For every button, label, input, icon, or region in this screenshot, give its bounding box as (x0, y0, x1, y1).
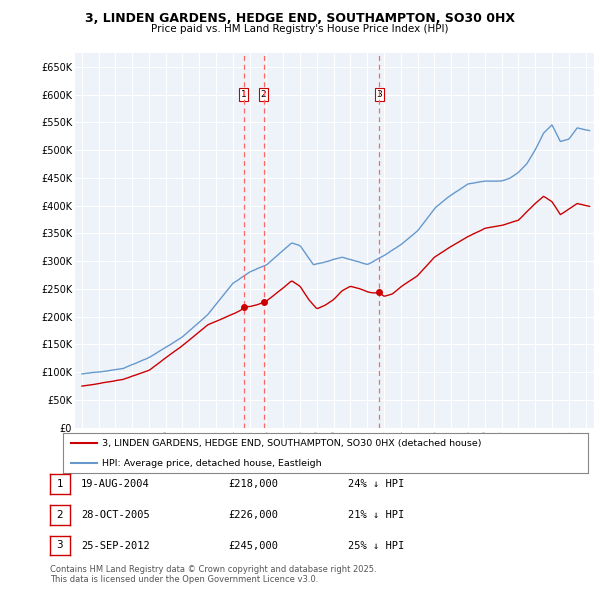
Text: 3, LINDEN GARDENS, HEDGE END, SOUTHAMPTON, SO30 0HX (detached house): 3, LINDEN GARDENS, HEDGE END, SOUTHAMPTO… (103, 438, 482, 448)
Text: 3: 3 (56, 540, 63, 550)
Text: 25-SEP-2012: 25-SEP-2012 (81, 541, 150, 550)
Text: Price paid vs. HM Land Registry's House Price Index (HPI): Price paid vs. HM Land Registry's House … (151, 24, 449, 34)
Text: Contains HM Land Registry data © Crown copyright and database right 2025.
This d: Contains HM Land Registry data © Crown c… (50, 565, 376, 584)
Text: 19-AUG-2004: 19-AUG-2004 (81, 480, 150, 489)
Text: £226,000: £226,000 (228, 510, 278, 520)
Text: 28-OCT-2005: 28-OCT-2005 (81, 510, 150, 520)
Text: 1: 1 (241, 90, 247, 99)
Text: £245,000: £245,000 (228, 541, 278, 550)
Text: 3: 3 (377, 90, 382, 99)
Text: 2: 2 (261, 90, 266, 99)
Text: 25% ↓ HPI: 25% ↓ HPI (348, 541, 404, 550)
Text: HPI: Average price, detached house, Eastleigh: HPI: Average price, detached house, East… (103, 458, 322, 468)
Text: 3, LINDEN GARDENS, HEDGE END, SOUTHAMPTON, SO30 0HX: 3, LINDEN GARDENS, HEDGE END, SOUTHAMPTO… (85, 12, 515, 25)
Text: 2: 2 (56, 510, 63, 520)
Text: 24% ↓ HPI: 24% ↓ HPI (348, 480, 404, 489)
Text: 1: 1 (56, 479, 63, 489)
Text: 21% ↓ HPI: 21% ↓ HPI (348, 510, 404, 520)
Text: £218,000: £218,000 (228, 480, 278, 489)
